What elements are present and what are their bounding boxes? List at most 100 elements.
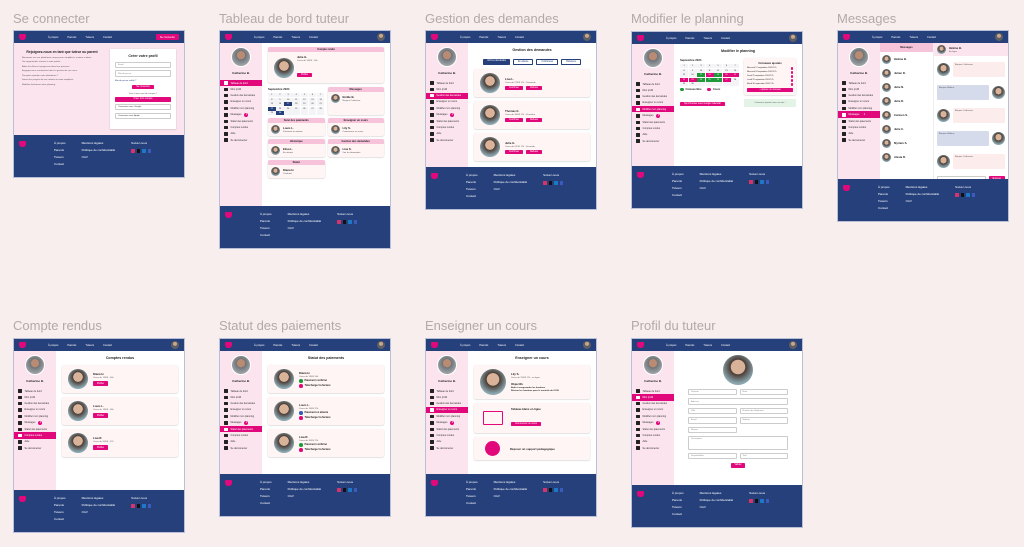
logo-icon[interactable] (637, 35, 644, 41)
instagram-icon[interactable] (749, 180, 753, 184)
widget-box[interactable]: Enseigner un cours Lily S. Commencer un co… (327, 118, 384, 136)
footer-link[interactable]: Tuteurs (466, 187, 476, 191)
footer-link[interactable]: Parents (672, 179, 682, 183)
sidebar-item[interactable]: Messages 2 (838, 111, 880, 119)
footer-link[interactable]: Parents (878, 192, 888, 196)
calendar-day[interactable]: 17 (284, 102, 292, 106)
nav-link[interactable]: Tuteurs (85, 343, 95, 347)
x-icon[interactable] (548, 181, 553, 185)
sidebar-item[interactable]: Enseigner un cours (426, 406, 468, 414)
calendar-day[interactable]: 4 (705, 64, 714, 68)
nav-link[interactable]: À propos (254, 35, 265, 39)
form-field[interactable]: Niveau (688, 426, 737, 433)
confirmer-button[interactable]: Confirmer (505, 149, 524, 155)
user-avatar[interactable] (377, 341, 385, 349)
calendar-day[interactable] (284, 111, 292, 115)
facebook-icon[interactable] (353, 220, 358, 224)
sidebar-item[interactable]: Statut des paiements (632, 426, 674, 432)
sidebar-item[interactable]: Statut des paiements (426, 118, 468, 124)
instagram-icon[interactable] (131, 504, 135, 508)
logo-icon[interactable] (431, 342, 438, 348)
linkedin-icon[interactable] (760, 180, 764, 184)
sidebar-item[interactable]: Tableau de bord (426, 80, 468, 86)
nav-link[interactable]: À propos (666, 343, 677, 347)
footer-link[interactable]: À propos (54, 496, 66, 500)
footer-link[interactable]: Politique de confidentialité (493, 180, 528, 184)
linkedin-icon[interactable] (554, 488, 558, 492)
form-field[interactable]: Description (688, 435, 788, 450)
calendar-day[interactable] (316, 111, 325, 115)
calendar-day[interactable]: 8 (680, 68, 688, 73)
footer-link[interactable]: À propos (672, 491, 684, 495)
linkedin-icon[interactable] (348, 220, 352, 224)
sidebar-item[interactable]: Mon profil (220, 394, 262, 400)
instagram-icon[interactable] (955, 193, 959, 197)
calendar-day[interactable]: 21 (731, 73, 739, 77)
footer-link[interactable]: CGV (493, 494, 500, 498)
sidebar-item[interactable]: Tableau de bord (14, 388, 56, 394)
calendar-day[interactable]: 22 (268, 106, 276, 111)
footer-link[interactable]: Contact (672, 193, 682, 197)
calendar-day[interactable]: 6 (722, 64, 731, 68)
sidebar-item[interactable]: Enseigner un cours (14, 407, 56, 413)
footer-link[interactable]: À propos (260, 480, 272, 484)
sidebar-item[interactable]: Modifier mon planning (14, 413, 56, 419)
footer-link[interactable]: Parents (260, 219, 270, 223)
publier-button[interactable]: Publier (93, 445, 109, 450)
calendar-day[interactable]: 27 (722, 77, 731, 82)
nav-link[interactable]: Tuteurs (497, 35, 507, 39)
nav-link[interactable]: Contact (721, 36, 730, 40)
forgot-password-link[interactable]: Mot de passe oublié ? (115, 80, 137, 83)
sidebar-item[interactable]: Tableau de bord (632, 388, 674, 394)
x-icon[interactable] (342, 488, 347, 492)
refuser-button[interactable]: Refuser (526, 117, 543, 123)
footer-link[interactable]: Mentions légales (699, 172, 722, 176)
user-avatar[interactable] (171, 341, 179, 349)
nav-link[interactable]: À propos (460, 343, 471, 347)
sidebar-item[interactable]: Mon profil (632, 394, 674, 401)
confirmer-button[interactable]: Confirmer (505, 117, 524, 123)
calendar-day[interactable]: 16 (276, 102, 284, 106)
x-icon[interactable] (754, 180, 759, 184)
calendar-day[interactable]: 21 (316, 102, 325, 106)
sidebar-item[interactable]: Se déconnecter (632, 445, 674, 451)
footer-link[interactable]: Parents (54, 148, 64, 152)
nav-link[interactable]: Parents (891, 35, 901, 39)
nav-link[interactable]: Parents (479, 343, 489, 347)
calendar-day[interactable] (292, 111, 301, 115)
x-icon[interactable] (548, 488, 553, 492)
sidebar-item[interactable]: Messages 2 (220, 111, 262, 118)
footer-link[interactable]: Contact (260, 501, 270, 505)
sidebar-item[interactable]: Gestion des demandes (632, 94, 674, 100)
sidebar-item[interactable]: Messages 2 (632, 419, 674, 426)
nav-link[interactable]: Parents (479, 35, 489, 39)
sidebar-item[interactable]: Statut des paiements (838, 118, 880, 124)
nav-link[interactable]: À propos (254, 343, 265, 347)
calendar-day[interactable] (705, 82, 714, 86)
calendar-day[interactable]: 19 (300, 102, 309, 106)
form-field[interactable]: Matière (739, 417, 788, 424)
nav-link[interactable]: À propos (48, 343, 59, 347)
facebook-icon[interactable] (765, 499, 770, 503)
footer-link[interactable]: Tuteurs (54, 155, 64, 159)
logo-icon[interactable] (843, 34, 850, 40)
conversation-item[interactable]: Julie N. (880, 80, 933, 94)
conversation-item[interactable]: Myriam S. (880, 136, 933, 150)
footer-link[interactable]: Contact (878, 206, 888, 210)
footer-link[interactable]: Politique de confidentialité (81, 503, 116, 507)
sync-google-button[interactable]: Synchroniser avec Google Calendar (680, 101, 725, 107)
sidebar-item[interactable]: Comptes rendus (426, 432, 468, 438)
sidebar-item[interactable]: Aide (838, 131, 880, 137)
nav-link[interactable]: Parents (685, 343, 695, 347)
footer-link[interactable]: Tuteurs (466, 494, 476, 498)
sidebar-item[interactable]: Messages 2 (426, 419, 468, 426)
form-field[interactable]: Disponibilités (688, 452, 737, 460)
linkedin-icon[interactable] (760, 499, 764, 503)
sidebar-item[interactable]: Modifier mon planning (632, 106, 674, 113)
calendar-day[interactable]: 13 (308, 97, 317, 102)
footer-link[interactable]: Mentions légales (287, 212, 310, 216)
calendar-day[interactable]: 1 (268, 93, 276, 97)
widget-box[interactable]: Historique Elisa L. En attente (268, 139, 325, 157)
sidebar-item[interactable]: Comptes rendus (838, 124, 880, 130)
sidebar-item[interactable]: Mon profil (426, 86, 468, 92)
